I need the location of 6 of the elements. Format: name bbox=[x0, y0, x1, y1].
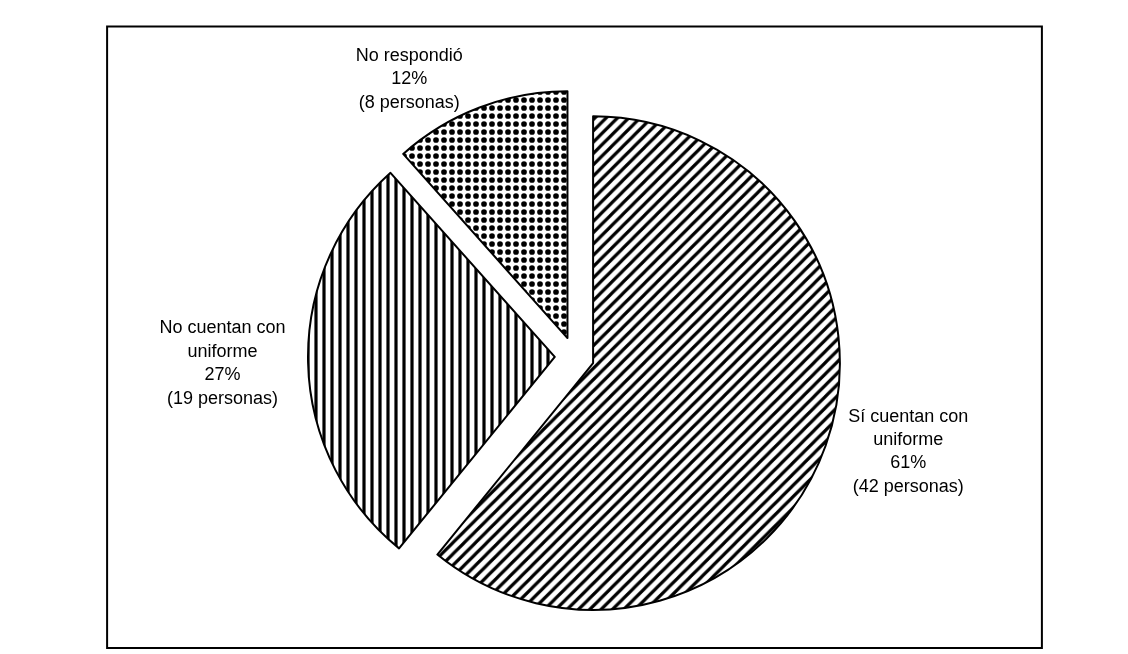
data-label: 12% (8 personas) bbox=[358, 68, 460, 112]
slice-label: No respondió bbox=[355, 44, 463, 65]
data-label: 61% (42 personas) bbox=[852, 452, 964, 496]
slice-label: Sí cuentan con uniforme bbox=[848, 405, 969, 450]
data-label: 27% (19 personas) bbox=[166, 364, 278, 408]
slice-label: No cuentan con uniforme bbox=[159, 317, 286, 361]
